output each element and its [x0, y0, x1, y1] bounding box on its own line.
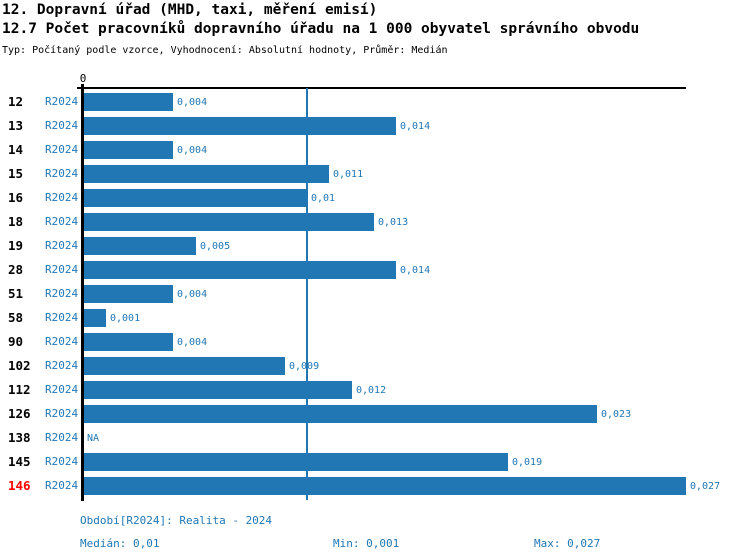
row-series-label: R2024: [45, 263, 79, 276]
chart-row: 13 R2024 0,014: [0, 117, 750, 135]
row-category-label: 16: [8, 190, 24, 205]
bar: [84, 381, 352, 399]
bar: [84, 405, 597, 423]
bar-value-label: 0,023: [601, 409, 632, 420]
chart-row: 14 R2024 0,004: [0, 141, 750, 159]
bar-value-label: 0,005: [200, 241, 231, 252]
bar: [84, 141, 173, 159]
bar-value-label: 0,004: [177, 145, 208, 156]
chart-row: 58 R2024 0,001: [0, 309, 750, 327]
x-axis-zero-tick-label: 0: [79, 72, 87, 85]
bar: [84, 93, 173, 111]
row-series-label: R2024: [45, 479, 79, 492]
row-category-label: 15: [8, 166, 24, 181]
bar: [84, 357, 285, 375]
row-category-label: 146: [8, 478, 31, 493]
row-series-label: R2024: [45, 287, 79, 300]
x-axis-line: [77, 87, 686, 89]
bar-value-label: 0,004: [177, 337, 208, 348]
chart-row: 145 R2024 0,019: [0, 453, 750, 471]
bar: [84, 237, 196, 255]
bar: [84, 165, 329, 183]
bar-value-label: 0,001: [110, 313, 141, 324]
row-category-label: 12: [8, 94, 24, 109]
bar: [84, 117, 396, 135]
chart-row: 15 R2024 0,011: [0, 165, 750, 183]
footer-median-stat: Medián: 0,01: [80, 537, 160, 550]
bar-value-label: 0,014: [400, 265, 431, 276]
row-category-label: 13: [8, 118, 24, 133]
footer-max-stat: Max: 0,027: [534, 537, 601, 550]
row-category-label: 138: [8, 430, 31, 445]
bar: [84, 477, 686, 495]
row-category-label: 14: [8, 142, 24, 157]
footer-min-stat: Min: 0,001: [333, 537, 400, 550]
bar-value-label: NA: [87, 433, 100, 444]
chart-title-line1: 12. Dopravní úřad (MHD, taxi, měření emi…: [2, 2, 378, 18]
row-category-label: 58: [8, 310, 24, 325]
row-series-label: R2024: [45, 215, 79, 228]
row-category-label: 112: [8, 382, 31, 397]
bar-value-label: 0,004: [177, 289, 208, 300]
bar: [84, 285, 173, 303]
row-series-label: R2024: [45, 335, 79, 348]
row-series-label: R2024: [45, 431, 79, 444]
chart-row: 12 R2024 0,004: [0, 93, 750, 111]
row-series-label: R2024: [45, 455, 79, 468]
row-series-label: R2024: [45, 383, 79, 396]
row-series-label: R2024: [45, 119, 79, 132]
row-category-label: 28: [8, 262, 24, 277]
row-category-label: 90: [8, 334, 24, 349]
bar-value-label: 0,011: [333, 169, 364, 180]
footer-period-label: Období[R2024]: Realita - 2024: [80, 514, 273, 527]
row-series-label: R2024: [45, 143, 79, 156]
row-series-label: R2024: [45, 95, 79, 108]
bar-value-label: 0,004: [177, 97, 208, 108]
row-category-label: 19: [8, 238, 24, 253]
chart-subtitle: Typ: Počítaný podle vzorce, Vyhodnocení:…: [2, 45, 448, 56]
row-category-label: 18: [8, 214, 24, 229]
bar: [84, 189, 307, 207]
bar-value-label: 0,019: [512, 457, 543, 468]
chart-row: 146 R2024 0,027: [0, 477, 750, 495]
chart-row: 112 R2024 0,012: [0, 381, 750, 399]
bar: [84, 453, 508, 471]
row-category-label: 51: [8, 286, 24, 301]
row-category-label: 126: [8, 406, 31, 421]
bar-value-label: 0,012: [356, 385, 387, 396]
bar: [84, 261, 396, 279]
row-category-label: 145: [8, 454, 31, 469]
row-series-label: R2024: [45, 239, 79, 252]
chart-row: 51 R2024 0,004: [0, 285, 750, 303]
bar: [84, 309, 106, 327]
chart-row: 18 R2024 0,013: [0, 213, 750, 231]
chart-row: 126 R2024 0,023: [0, 405, 750, 423]
row-series-label: R2024: [45, 407, 79, 420]
chart-row: 16 R2024 0,01: [0, 189, 750, 207]
bar-value-label: 0,009: [289, 361, 320, 372]
chart-row: 19 R2024 0,005: [0, 237, 750, 255]
chart-row: 102 R2024 0,009: [0, 357, 750, 375]
chart-row: 90 R2024 0,004: [0, 333, 750, 351]
bar: [84, 213, 374, 231]
row-series-label: R2024: [45, 311, 79, 324]
bar-value-label: 0,027: [690, 481, 721, 492]
row-series-label: R2024: [45, 167, 79, 180]
bar: [84, 333, 173, 351]
bar-value-label: 0,014: [400, 121, 431, 132]
median-reference-line: [306, 88, 308, 500]
row-series-label: R2024: [45, 191, 79, 204]
row-series-label: R2024: [45, 359, 79, 372]
y-axis-line: [81, 84, 84, 501]
chart-title-line2: 12.7 Počet pracovníků dopravního úřadu n…: [2, 21, 640, 37]
chart-row: 138 R2024 NA: [0, 429, 750, 447]
bar-value-label: 0,013: [378, 217, 409, 228]
chart-row: 28 R2024 0,014: [0, 261, 750, 279]
row-category-label: 102: [8, 358, 31, 373]
bar-value-label: 0,01: [311, 193, 336, 204]
